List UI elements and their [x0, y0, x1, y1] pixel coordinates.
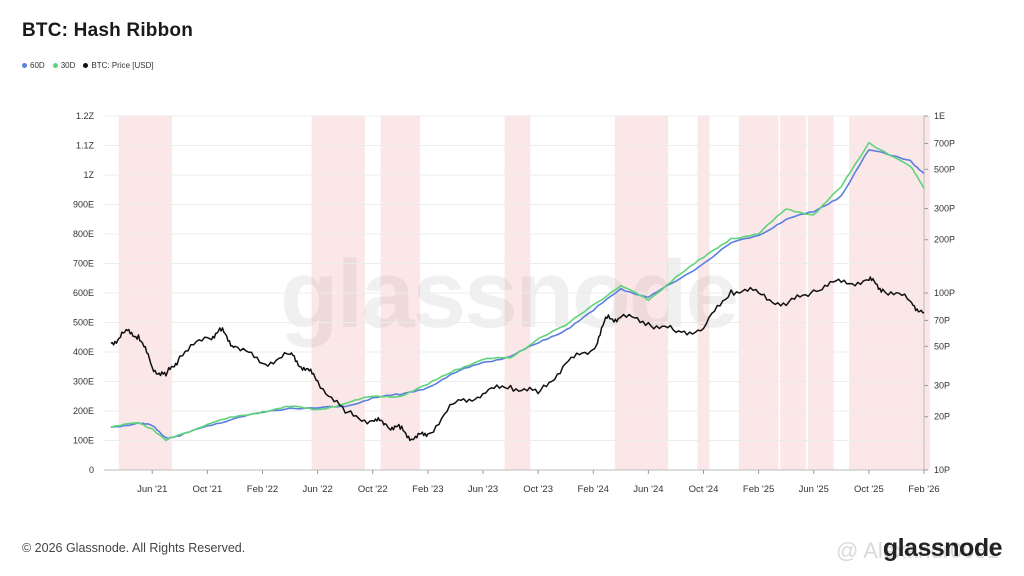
y-left-tick-label: 0 — [89, 465, 94, 475]
legend-item-price[interactable]: BTC: Price [USD] — [83, 61, 154, 70]
y-right-tick-label: 20P — [934, 412, 950, 422]
copyright-text: © 2026 Glassnode. All Rights Reserved. — [22, 541, 246, 555]
glassnode-logo: glassnode — [882, 534, 1003, 562]
y-right-tick-label: 100P — [934, 288, 955, 298]
x-tick-label: Feb '26 — [908, 484, 939, 495]
grid-lines — [104, 115, 924, 471]
y-right-tick-label: 50P — [934, 341, 950, 351]
x-tick-label: Jun '25 — [799, 484, 829, 495]
y-left-tick-label: 1.2Z — [76, 111, 95, 121]
legend-dot-60d — [22, 63, 27, 68]
y-right-tick-label: 70P — [934, 315, 950, 325]
y-left-tick-label: 800E — [73, 229, 94, 239]
y-right-tick-label: 30P — [934, 381, 950, 391]
y-left-tick-label: 900E — [73, 200, 94, 210]
y-right-tick-label: 700P — [934, 138, 955, 148]
x-tick-label: Oct '23 — [523, 484, 553, 495]
y-left-tick-label: 1.1Z — [76, 141, 95, 151]
y-right-tick-label: 1E — [934, 111, 945, 121]
legend-item-30d[interactable]: 30D — [52, 61, 76, 70]
legend-dot-price — [83, 63, 89, 68]
axes: 0 100E 200E 300E 400E 500E 600E 700E 800E 900E 1Z 1… — [73, 111, 955, 495]
x-tick-label: Jun '23 — [468, 484, 498, 495]
y-left-tick-label: 400E — [73, 347, 94, 357]
y-left-tick-label: 700E — [73, 259, 94, 269]
y-right-tick-label: 10P — [934, 465, 950, 475]
series-line-price — [110, 276, 925, 442]
x-tick-label: Jun '24 — [633, 484, 663, 495]
x-tick-label: Feb '24 — [578, 484, 609, 495]
y-left-tick-label: 100E — [73, 436, 94, 446]
y-left-tick-label: 500E — [73, 318, 94, 328]
legend: 60D 30D BTC: Price [USD] — [22, 61, 154, 70]
x-tick-label: Feb '22 — [247, 484, 278, 495]
user-watermark: @ Alexandr0081 — [835, 538, 999, 563]
background-watermark: glassnode — [280, 240, 739, 350]
legend-label-price: BTC: Price [USD] — [91, 61, 154, 70]
legend-label-60d: 60D — [30, 61, 45, 70]
x-tick-label: Oct '25 — [854, 484, 884, 495]
y-left-tick-label: 200E — [73, 406, 94, 416]
x-tick-label: Oct '22 — [358, 484, 388, 495]
legend-item-60d[interactable]: 60D — [22, 61, 45, 70]
series-line-30d — [110, 141, 925, 442]
y-left-tick-label: 300E — [73, 377, 94, 387]
legend-dot-30d — [52, 63, 58, 68]
x-tick-label: Oct '24 — [689, 484, 719, 495]
chart-title: BTC: Hash Ribbon — [22, 20, 194, 41]
y-right-tick-label: 300P — [934, 204, 955, 214]
series-lines — [110, 141, 925, 442]
y-left-tick-label: 600E — [73, 288, 94, 298]
x-tick-label: Jun '21 — [137, 484, 167, 495]
legend-label-30d: 30D — [60, 61, 76, 70]
series-line-60d — [110, 149, 925, 440]
x-tick-label: Jun '22 — [302, 484, 332, 495]
y-left-tick-label: 1Z — [83, 170, 94, 180]
x-tick-label: Oct '21 — [192, 484, 222, 495]
x-tick-label: Feb '23 — [412, 484, 443, 495]
x-tick-label: Feb '25 — [743, 484, 774, 495]
y-right-tick-label: 500P — [934, 164, 955, 174]
y-right-tick-label: 200P — [934, 235, 955, 245]
